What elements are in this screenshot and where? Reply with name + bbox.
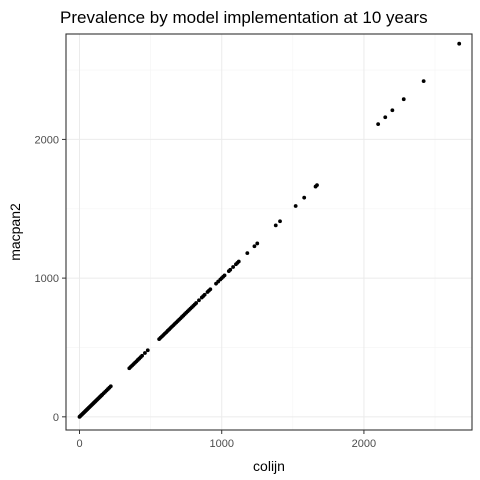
scatter-point [383, 115, 388, 120]
scatter-point [255, 241, 260, 246]
scatter-point [278, 219, 282, 224]
chart-title: Prevalence by model implementation at 10… [60, 8, 428, 27]
x-tick-label: 2000 [352, 438, 376, 450]
scatter-point [197, 298, 201, 303]
scatter-point [202, 292, 207, 297]
scatter-point [252, 244, 257, 249]
scatter-point [302, 195, 307, 200]
y-tick-label: 2000 [35, 134, 59, 146]
y-tick-label: 0 [53, 412, 59, 424]
scatter-point [236, 259, 241, 264]
x-axis-title: colijn [253, 458, 285, 474]
scatter-point [293, 204, 298, 208]
axis-ticks: 0 1000 2000 0 1000 2000 [35, 134, 377, 450]
grid-lines [66, 34, 472, 430]
scatter-point [208, 287, 213, 292]
scatter-point [273, 223, 278, 228]
scatter-point [108, 384, 113, 389]
scatter-point [315, 183, 319, 188]
scatter-point [228, 267, 233, 272]
x-tick-label: 0 [76, 438, 82, 450]
scatter-point [194, 301, 199, 305]
scatter-point [245, 251, 250, 256]
scatter-point [376, 122, 381, 127]
scatter-point [143, 351, 147, 355]
scatter-point [145, 348, 150, 353]
scatter-point [390, 108, 395, 113]
y-axis-title: macpan2 [7, 203, 23, 261]
plot-panel-border [65, 33, 473, 431]
scatter-point [421, 79, 426, 84]
data-points [77, 41, 462, 419]
scatter-point [231, 265, 235, 269]
scatter-point [401, 97, 406, 102]
scatter-point [457, 41, 462, 46]
y-tick-label: 1000 [35, 273, 59, 285]
x-tick-label: 1000 [209, 438, 233, 450]
scatter-point [140, 353, 144, 358]
scatter-point [222, 273, 227, 278]
